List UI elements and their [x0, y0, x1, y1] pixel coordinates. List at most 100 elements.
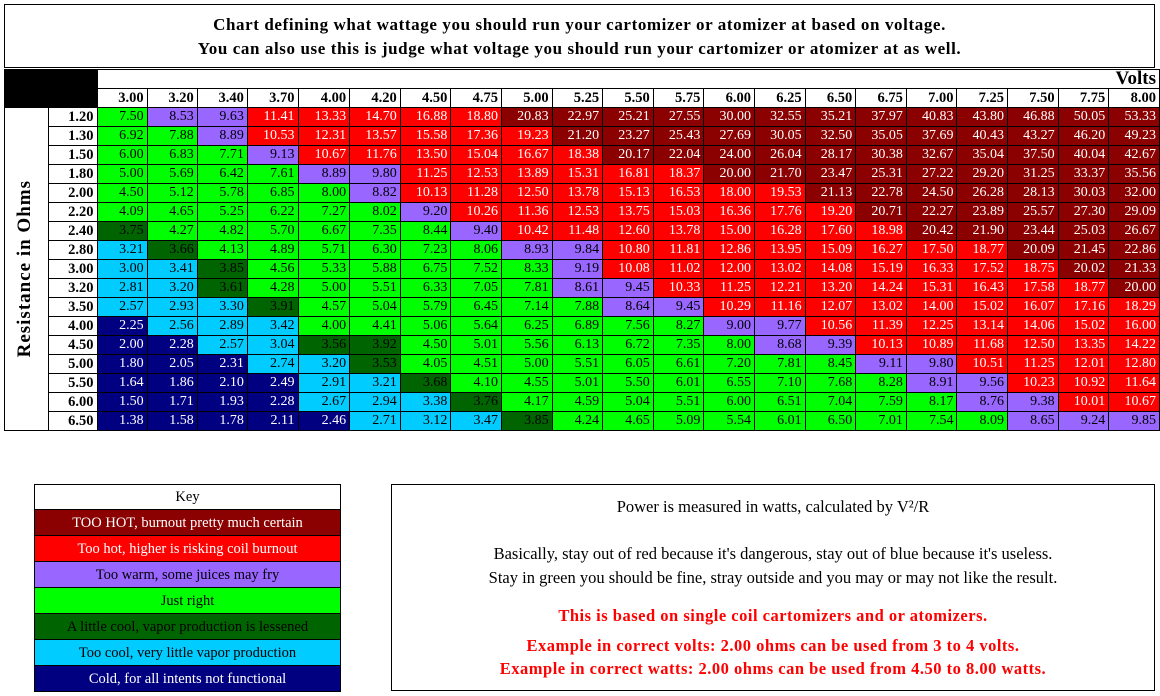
heatmap-cell: 8.33 — [500, 259, 553, 279]
table-row: 2.80 3.21 3.66 4.13 4.89 5.71 6.30 7.23 8.06 8.93… — [5, 240, 1160, 260]
heatmap-cell: 10.08 — [602, 259, 654, 279]
wattage-heatmap-table: Volts 3.00 3.20 3.40 3.70 4.00 4.20 4.50 4.75 5.0… — [3, 69, 1160, 431]
heatmap-cell: 15.19 — [855, 259, 907, 279]
heatmap-cell: 1.71 — [146, 392, 198, 412]
heatmap-cell: 13.02 — [754, 259, 806, 279]
heatmap-cell: 6.75 — [399, 259, 452, 279]
heatmap-cell: 26.67 — [1108, 221, 1160, 241]
heatmap-cell: 11.39 — [855, 316, 907, 336]
heatmap-cell: 12.00 — [703, 259, 755, 279]
heatmap-cell: 7.56 — [602, 316, 654, 336]
key-item-red: Too hot, higher is risking coil burnout — [34, 535, 341, 562]
heatmap-cell: 3.04 — [246, 335, 299, 355]
x-tick-label: 7.50 — [1007, 88, 1059, 108]
x-tick-label: 5.00 — [500, 88, 553, 108]
heatmap-cell: 28.13 — [1007, 183, 1059, 203]
heatmap-cell: 17.60 — [804, 221, 857, 241]
heatmap-cell: 13.78 — [551, 183, 604, 203]
heatmap-cell: 1.58 — [146, 411, 198, 431]
heatmap-cell: 5.00 — [500, 354, 553, 374]
heatmap-cell: 3.61 — [196, 278, 248, 298]
heatmap-cell: 17.16 — [1057, 297, 1110, 317]
heatmap-cell: 11.64 — [1108, 373, 1160, 393]
heatmap-cell: 37.50 — [1007, 145, 1059, 165]
y-tick-label: 1.80 — [48, 164, 98, 184]
heatmap-cell: 9.20 — [399, 202, 452, 222]
heatmap-cell: 12.86 — [703, 240, 755, 260]
table-row: 1.50 6.00 6.83 7.71 9.13 10.67 11.76 13.50 15.04… — [5, 145, 1160, 165]
heatmap-cell: 6.30 — [349, 240, 401, 260]
heatmap-cell: 16.81 — [602, 164, 654, 184]
heatmap-cell: 3.30 — [196, 297, 248, 317]
heatmap-cell: 49.23 — [1108, 126, 1160, 146]
heatmap-cell: 9.80 — [349, 164, 401, 184]
heatmap-cell: 18.77 — [956, 240, 1009, 260]
heatmap-cell: 5.69 — [146, 164, 198, 184]
heatmap-cell: 6.61 — [652, 354, 705, 374]
heatmap-cell: 7.88 — [146, 126, 198, 146]
heatmap-cell: 3.00 — [96, 259, 148, 279]
heatmap-cell: 16.27 — [855, 240, 907, 260]
heatmap-cell: 22.97 — [551, 107, 604, 127]
heatmap-cell: 6.42 — [196, 164, 248, 184]
heatmap-cell: 5.33 — [297, 259, 351, 279]
heatmap-cell: 11.25 — [1007, 354, 1059, 374]
heatmap-cell: 42.67 — [1108, 145, 1160, 165]
y-tick-label: 5.00 — [48, 354, 98, 374]
heatmap-cell: 2.91 — [297, 373, 351, 393]
table-row: Resistance in Ohms 1.20 7.50 8.53 9.63 11.41 1… — [3, 107, 1160, 431]
heatmap-cell: 20.42 — [905, 221, 958, 241]
heatmap-cell: 16.28 — [754, 221, 806, 241]
heatmap-cell: 10.51 — [956, 354, 1009, 374]
heatmap-cell: 6.25 — [500, 316, 553, 336]
heatmap-cell: 8.64 — [602, 297, 654, 317]
heatmap-cell: 20.09 — [1007, 240, 1059, 260]
heatmap-cell: 18.80 — [450, 107, 502, 127]
heatmap-cell: 18.00 — [703, 183, 755, 203]
heatmap-cell: 16.88 — [399, 107, 452, 127]
heatmap-cell: 40.43 — [956, 126, 1009, 146]
heatmap-cell: 21.33 — [1108, 259, 1160, 279]
heatmap-cell: 10.67 — [1108, 392, 1160, 412]
heatmap-cell: 35.04 — [956, 145, 1009, 165]
heatmap-cell: 1.78 — [196, 411, 248, 431]
heatmap-cell: 8.93 — [500, 240, 553, 260]
x-tick-label: 7.75 — [1057, 88, 1110, 108]
heatmap-cell: 8.45 — [804, 354, 857, 374]
heatmap-cell: 16.33 — [905, 259, 958, 279]
heatmap-cell: 11.41 — [246, 107, 299, 127]
heatmap-cell: 7.50 — [96, 107, 148, 127]
heatmap-cell: 6.00 — [703, 392, 755, 412]
heatmap-cell: 30.00 — [703, 107, 755, 127]
heatmap-cell: 4.55 — [500, 373, 553, 393]
heatmap-cell: 23.89 — [956, 202, 1009, 222]
heatmap-cell: 32.67 — [905, 145, 958, 165]
heatmap-cell: 7.23 — [399, 240, 452, 260]
heatmap-cell: 31.25 — [1007, 164, 1059, 184]
heatmap-cell: 19.53 — [754, 183, 806, 203]
heatmap-cell: 50.05 — [1057, 107, 1110, 127]
table-row: 3.20 2.81 3.20 3.61 4.28 5.00 5.51 6.33 7.05 7.81… — [5, 278, 1160, 298]
heatmap-cell: 5.51 — [652, 392, 705, 412]
heatmap-cell: 5.12 — [146, 183, 198, 203]
heatmap-cell: 13.89 — [500, 164, 553, 184]
heatmap-cell: 3.21 — [96, 240, 148, 260]
heatmap-cell: 1.93 — [196, 392, 248, 412]
heatmap-cell: 4.17 — [500, 392, 553, 412]
x-tick-label: 7.00 — [905, 88, 958, 108]
heatmap-cell: 12.31 — [297, 126, 351, 146]
heatmap-cell: 7.59 — [855, 392, 907, 412]
heatmap-cell: 27.30 — [1057, 202, 1110, 222]
y-tick-label: 6.50 — [48, 411, 98, 431]
table-row: 5.00 1.80 2.05 2.31 2.74 3.20 3.53 4.05 4.51 5.00… — [5, 354, 1160, 374]
heatmap-cell: 9.84 — [551, 240, 604, 260]
heatmap-cell: 5.04 — [349, 297, 401, 317]
heatmap-cell: 21.90 — [956, 221, 1009, 241]
x-tick-label: 6.00 — [703, 88, 755, 108]
x-axis-title: Volts — [96, 69, 1160, 89]
heatmap-cell: 6.89 — [551, 316, 604, 336]
heatmap-cell: 2.25 — [96, 316, 148, 336]
y-tick-label: 4.00 — [48, 316, 98, 336]
heatmap-cell: 12.80 — [1108, 354, 1160, 374]
heatmap-cell: 4.41 — [349, 316, 401, 336]
